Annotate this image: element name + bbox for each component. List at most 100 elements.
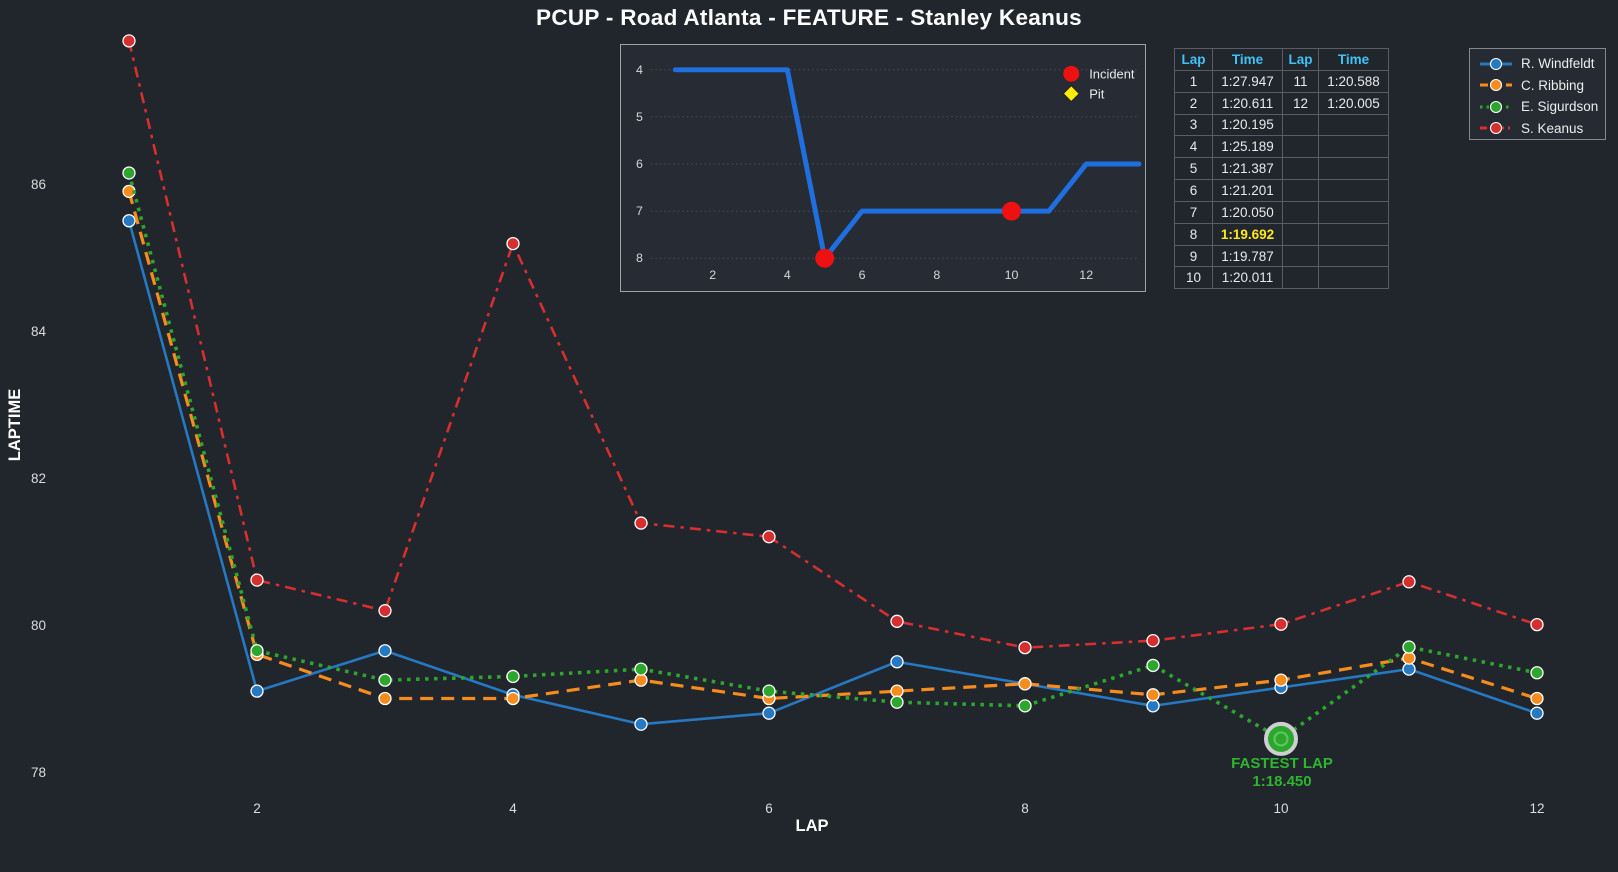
fastest-lap-annotation: FASTEST LAP 1:18.450 xyxy=(1202,755,1362,790)
lap-time-cell: 1:20.611 xyxy=(1212,91,1283,115)
lap-time-cell: 1:21.201 xyxy=(1212,179,1283,202)
lap-number-cell: 1 xyxy=(1174,69,1213,93)
lap-time-cell xyxy=(1318,179,1389,202)
data-point-s-keanus xyxy=(122,34,136,48)
data-point-e-sigurdson xyxy=(1146,658,1160,673)
series-line-r-windfeldt xyxy=(127,220,1538,726)
lap-number-cell: 7 xyxy=(1174,200,1213,224)
y-tick-label: 86 xyxy=(31,177,46,192)
data-point-s-keanus xyxy=(1274,617,1288,631)
data-point-e-sigurdson xyxy=(1402,640,1416,654)
lap-number-cell: 8 xyxy=(1174,222,1213,246)
lap-number-cell xyxy=(1282,157,1319,181)
lap-time-cell: 1:27.947 xyxy=(1212,69,1283,93)
y-tick-label: 80 xyxy=(31,618,46,633)
legend-label: C. Ribbing xyxy=(1521,77,1585,93)
lap-number-cell: 5 xyxy=(1174,157,1213,181)
inset-x-tick-label: 6 xyxy=(859,268,866,282)
x-tick-label: 10 xyxy=(1273,801,1288,816)
lap-number-cell xyxy=(1282,179,1319,202)
data-point-s-keanus xyxy=(250,573,264,587)
lap-time-cell: 1:20.195 xyxy=(1212,113,1283,137)
fastest-lap-value: 1:18.450 xyxy=(1252,772,1312,790)
incident-marker xyxy=(815,248,835,268)
inset-x-tick-label: 8 xyxy=(933,268,940,282)
position-line xyxy=(672,67,1142,261)
lap-time-cell: 1:20.588 xyxy=(1318,69,1389,93)
data-point-e-sigurdson xyxy=(634,662,648,676)
x-tick-label: 2 xyxy=(253,801,261,816)
lap-table-header: Lap xyxy=(1282,48,1319,71)
legend-item-s-keanus: S. Keanus xyxy=(1478,118,1605,138)
lap-number-cell: 4 xyxy=(1174,135,1213,159)
lap-time-cell xyxy=(1318,200,1389,224)
lap-time-cell xyxy=(1318,135,1389,159)
data-point-s-keanus xyxy=(1146,634,1160,648)
fastest-lap-marker-inner xyxy=(1273,731,1289,747)
lap-number-cell xyxy=(1282,135,1319,159)
x-tick-label: 4 xyxy=(509,801,517,816)
legend-line-sample-icon xyxy=(1480,57,1512,70)
lap-time-cell xyxy=(1318,222,1389,246)
data-point-e-sigurdson xyxy=(762,684,776,698)
data-point-s-keanus xyxy=(506,236,520,251)
inset-x-tick-label: 2 xyxy=(709,268,716,282)
lap-time-cell xyxy=(1318,244,1389,268)
series-line-s-keanus xyxy=(127,40,1538,649)
lap-time-cell: 1:20.011 xyxy=(1212,266,1283,290)
inset-y-tick-label: 5 xyxy=(636,110,643,124)
x-tick-label: 6 xyxy=(765,801,773,816)
lap-table-header-row: Lap Time Lap Time xyxy=(1174,48,1389,71)
inset-y-tick-label: 6 xyxy=(636,157,643,171)
y-tick-label: 84 xyxy=(31,324,47,339)
lap-time-cell: 1:20.050 xyxy=(1212,200,1283,224)
legend-line-sample-icon xyxy=(1480,122,1512,135)
lap-time-cell xyxy=(1318,157,1389,181)
data-point-s-keanus xyxy=(634,516,648,530)
inset-y-tick-label: 7 xyxy=(636,204,643,218)
data-point-c-ribbing xyxy=(1274,673,1288,687)
data-point-c-ribbing xyxy=(1018,677,1032,691)
lap-table-header: Time xyxy=(1212,48,1283,71)
inset-y-tick-label: 4 xyxy=(636,63,643,77)
data-point-c-ribbing xyxy=(634,673,648,687)
incident-legend-icon xyxy=(1063,65,1080,82)
data-point-r-windfeldt xyxy=(1402,662,1416,676)
data-point-c-ribbing xyxy=(1402,651,1416,665)
incident-legend-label: Incident xyxy=(1089,67,1135,82)
data-point-r-windfeldt xyxy=(762,706,776,720)
y-axis-label: LAPTIME xyxy=(6,389,24,461)
lap-time-cell: 1:20.005 xyxy=(1318,91,1389,115)
lap-table-row: 9 1:19.787 xyxy=(1174,244,1389,268)
data-point-r-windfeldt xyxy=(1146,699,1160,713)
data-point-e-sigurdson xyxy=(122,166,136,180)
series-line-c-ribbing xyxy=(127,190,1538,701)
lap-number-cell: 11 xyxy=(1282,69,1319,93)
pit-legend-label: Pit xyxy=(1089,87,1105,102)
lap-number-cell xyxy=(1282,222,1319,246)
drivers-legend: R. Windfeldt C. Ribbing E. Sigurdson S. Kea… xyxy=(1469,48,1606,140)
lap-number-cell xyxy=(1282,200,1319,224)
lap-number-cell: 12 xyxy=(1282,91,1319,115)
lap-number-cell xyxy=(1282,266,1319,290)
legend-line-sample-icon xyxy=(1480,100,1512,113)
data-point-s-keanus xyxy=(1018,640,1032,655)
y-tick-label: 82 xyxy=(31,471,46,486)
data-point-s-keanus xyxy=(1530,617,1544,632)
fastest-lap-marker xyxy=(1264,721,1298,756)
legend-item-e-sigurdson: E. Sigurdson xyxy=(1478,97,1605,117)
lap-table-row: 4 1:25.189 xyxy=(1174,135,1389,159)
y-tick-label: 78 xyxy=(31,765,46,780)
lap-number-cell: 2 xyxy=(1174,91,1213,115)
position-inset-chart: 4 5 6 7 8 2 4 6 8 10 12 Incident Pit xyxy=(620,44,1146,292)
lap-number-cell: 10 xyxy=(1174,266,1213,290)
x-tick-label: 8 xyxy=(1021,801,1029,816)
data-point-r-windfeldt xyxy=(250,684,264,698)
lap-table-row: 5 1:21.387 xyxy=(1174,157,1389,181)
series-line-e-sigurdson xyxy=(127,172,1538,741)
lap-time-cell xyxy=(1318,266,1389,290)
lap-table-row: 8 1:19.692 xyxy=(1174,222,1389,246)
lap-time-cell: 1:25.189 xyxy=(1212,135,1283,159)
lap-time-cell: 1:19.692 xyxy=(1212,222,1283,246)
